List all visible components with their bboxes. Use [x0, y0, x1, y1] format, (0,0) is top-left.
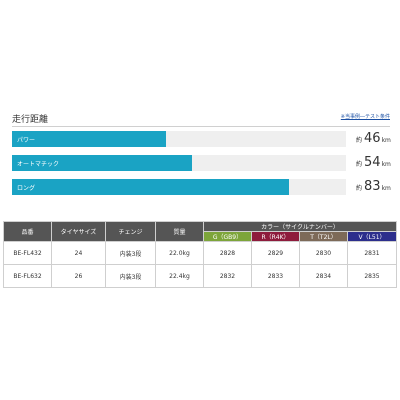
- bar-label: パワー: [17, 137, 36, 144]
- cell-color-r: 2829: [251, 241, 300, 265]
- cell-model: BE-FL632: [3, 264, 52, 288]
- range-divider: [12, 126, 390, 127]
- bar-value: 約 46 km: [356, 131, 391, 147]
- bar-track: ロング: [12, 179, 346, 195]
- header-color-group: カラー（サイクルナンバー）: [202, 221, 398, 232]
- value-number: 54: [364, 155, 381, 170]
- bar-fill-power: [12, 131, 166, 147]
- bar-label: ロング: [17, 185, 36, 192]
- range-section: 走行距離 ※当事例―テスト条件 パワー 約 46 km オートマチック 約 54…: [12, 112, 391, 195]
- color-swatch-t: T（T2L）: [299, 231, 348, 242]
- bar-fill-auto: [12, 155, 193, 171]
- value-number: 46: [364, 131, 381, 146]
- cell-tire: 24: [51, 241, 106, 265]
- bar-value: 約 83 km: [356, 179, 391, 195]
- color-swatch-g: G（GB9）: [203, 231, 252, 242]
- range-header: 走行距離 ※当事例―テスト条件: [12, 112, 390, 125]
- cell-weight: 22.4kg: [155, 264, 204, 288]
- value-unit: km: [381, 161, 391, 168]
- header-model: 品番: [3, 221, 52, 242]
- cell-color-g: 2828: [203, 241, 252, 265]
- range-bar-auto: オートマチック 約 54 km: [12, 155, 391, 171]
- cell-color-t: 2834: [299, 264, 348, 288]
- table-row: BE-FL632 26 内装3段 22.4kg 2832 2833 2834 2…: [3, 264, 398, 288]
- range-bar-power: パワー 約 46 km: [12, 131, 391, 147]
- header-weight: 質量: [155, 221, 204, 242]
- test-conditions-link[interactable]: ※当事例―テスト条件: [340, 114, 390, 120]
- color-swatch-v: V（L51）: [346, 231, 398, 242]
- header-tire-size: タイヤサイズ: [51, 221, 106, 242]
- bar-track: パワー: [12, 131, 346, 147]
- value-unit: km: [381, 185, 391, 192]
- spec-table: 品番 タイヤサイズ チェンジ 質量 カラー（サイクルナンバー） G（GB9） R…: [3, 221, 398, 288]
- table-row: BE-FL432 24 内装3段 22.0kg 2828 2829 2830 2…: [3, 241, 398, 265]
- value-prefix: 約: [356, 161, 363, 168]
- value-number: 83: [364, 179, 381, 194]
- cell-gear: 内装3段: [105, 264, 156, 288]
- bar-value: 約 54 km: [356, 155, 391, 171]
- cell-color-t: 2830: [299, 241, 348, 265]
- cell-color-v: 2831: [346, 241, 398, 265]
- range-bar-long: ロング 約 83 km: [12, 179, 391, 195]
- value-prefix: 約: [356, 137, 363, 144]
- range-title: 走行距離: [12, 115, 49, 125]
- bar-label: オートマチック: [17, 161, 60, 168]
- cell-model: BE-FL432: [3, 241, 52, 265]
- cell-weight: 22.0kg: [155, 241, 204, 265]
- cell-color-g: 2832: [203, 264, 252, 288]
- cell-color-v: 2835: [346, 264, 398, 288]
- cell-gear: 内装3段: [105, 241, 156, 265]
- value-prefix: 約: [356, 185, 363, 192]
- color-swatch-r: R（R4K）: [251, 231, 300, 242]
- cell-tire: 26: [51, 264, 106, 288]
- bar-fill-long: [12, 179, 290, 195]
- header-gear: チェンジ: [105, 221, 156, 242]
- value-unit: km: [381, 137, 391, 144]
- cell-color-r: 2833: [251, 264, 300, 288]
- bar-track: オートマチック: [12, 155, 346, 171]
